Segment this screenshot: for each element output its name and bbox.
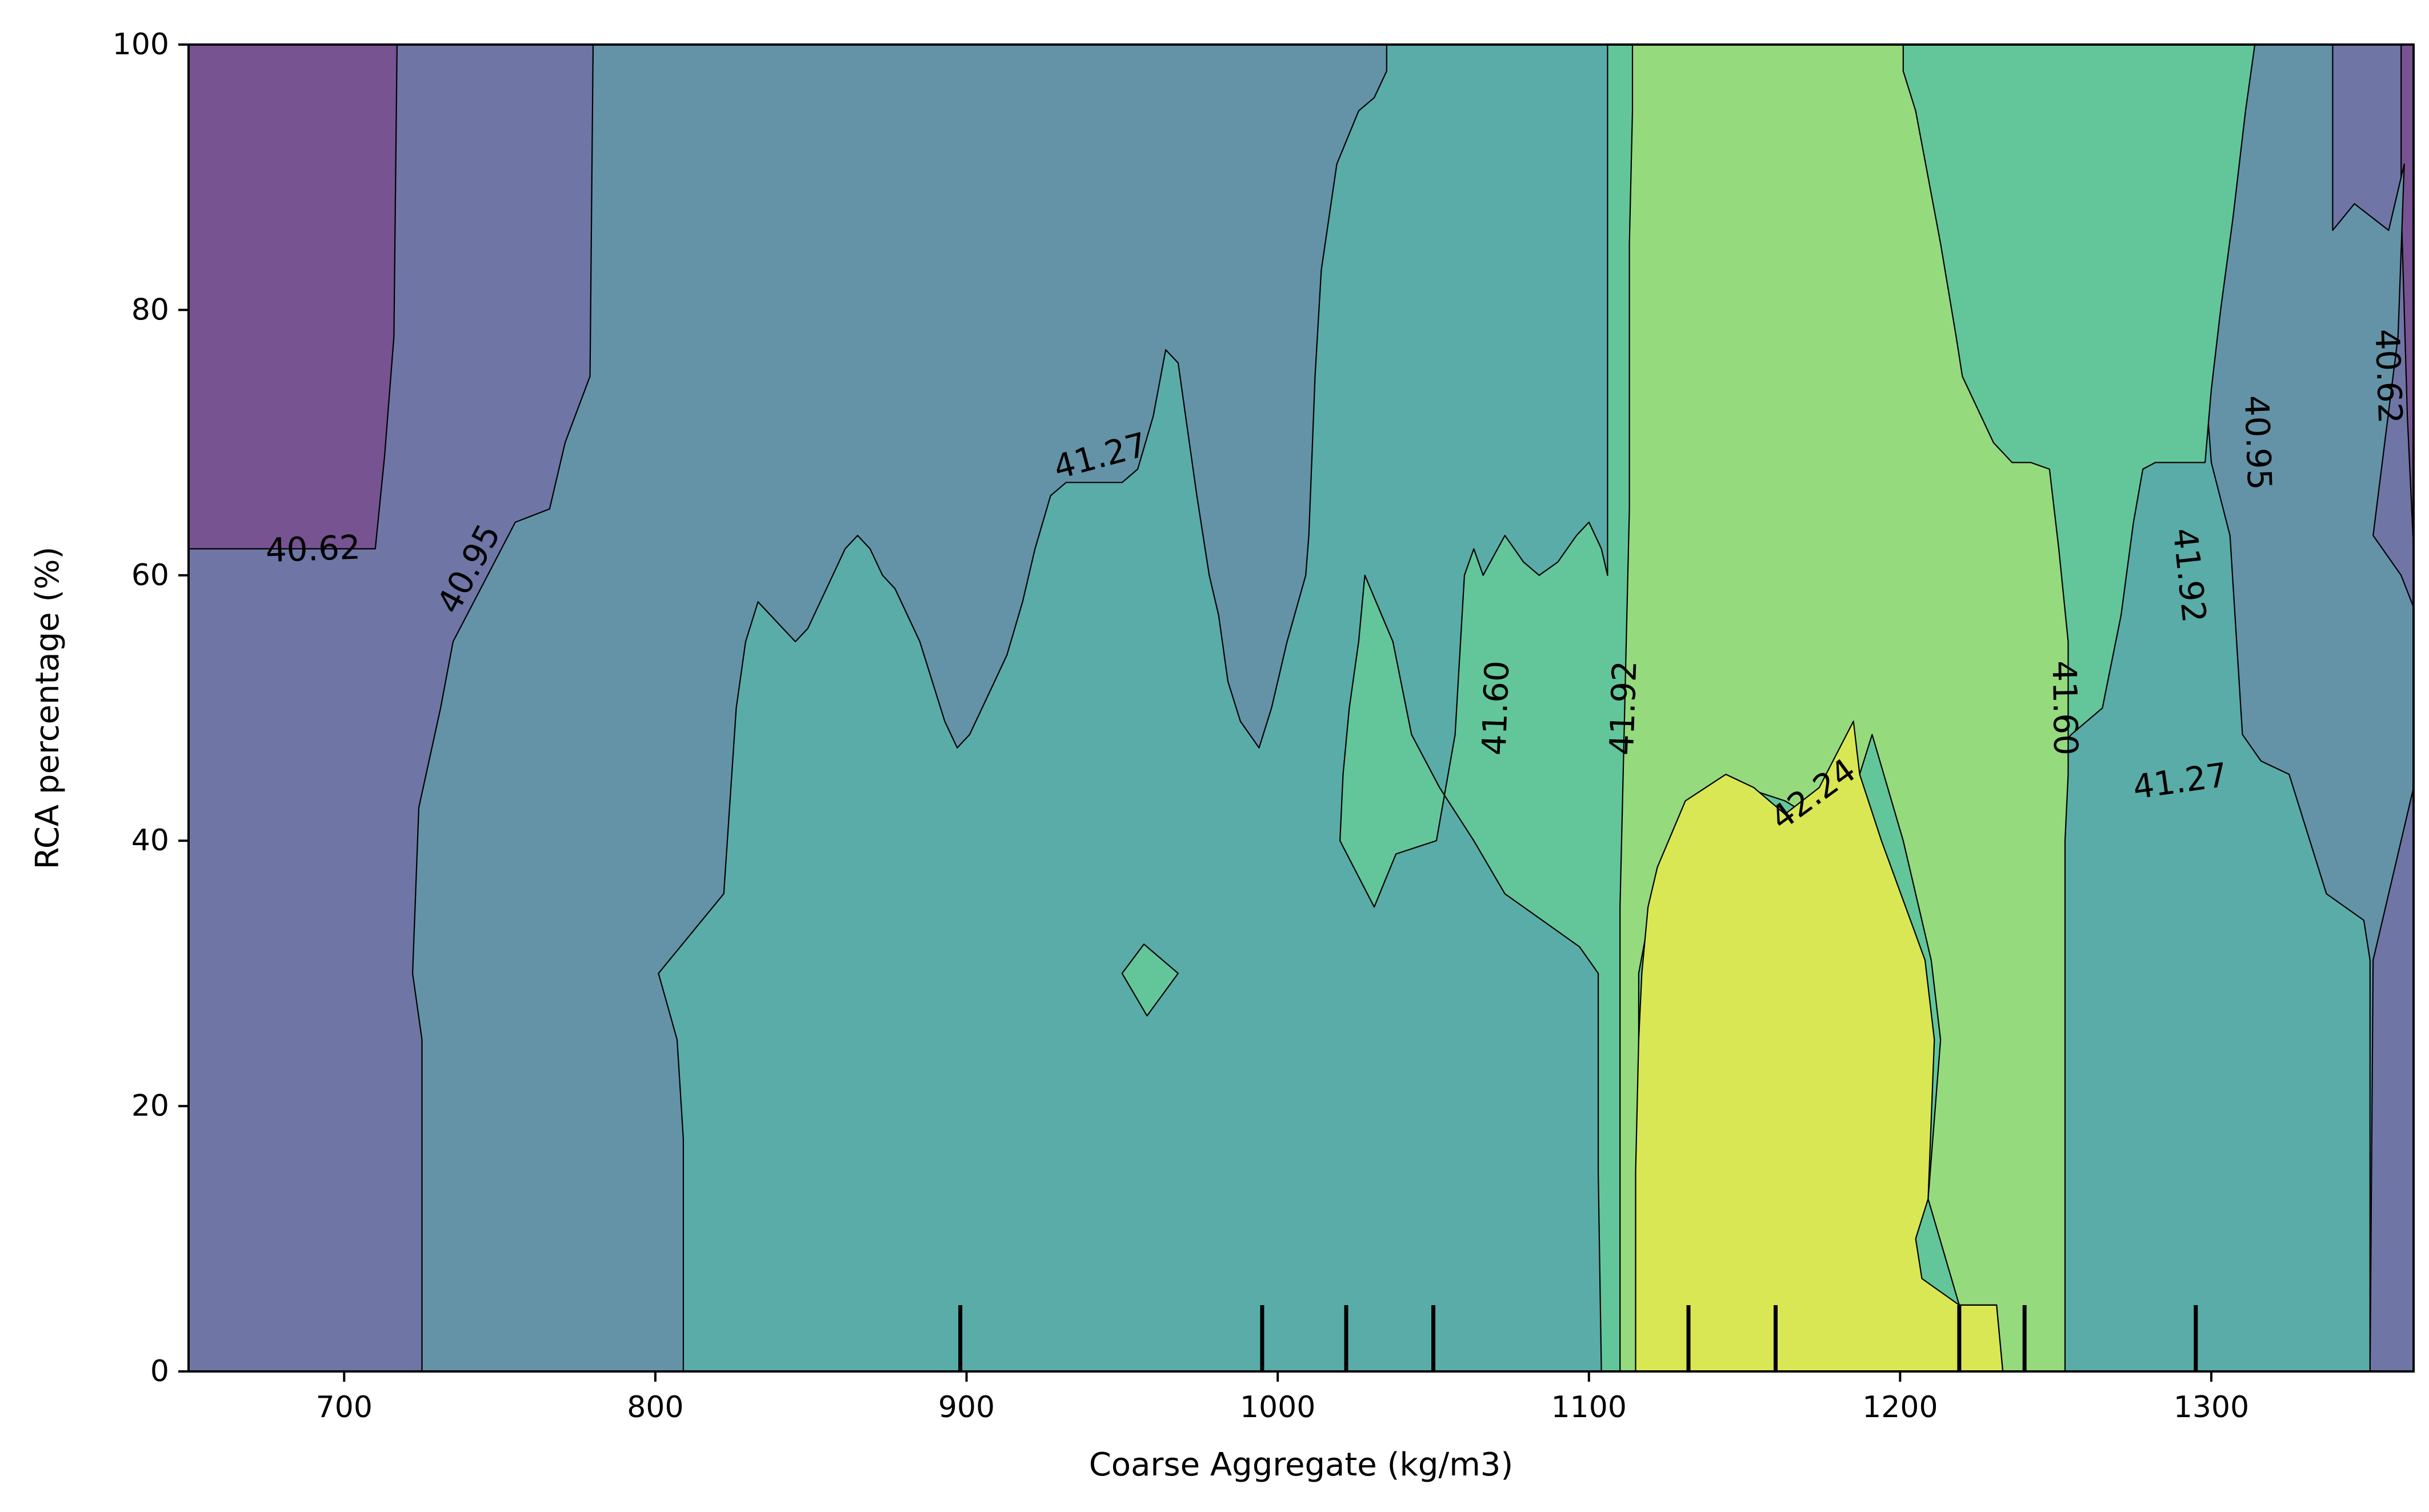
plot-area xyxy=(189,45,2414,1371)
y-tick-label: 40 xyxy=(131,823,169,858)
region-level-0-topleft xyxy=(189,45,398,550)
x-tick-label: 800 xyxy=(627,1390,683,1425)
x-tick-label: 1200 xyxy=(1862,1390,1938,1425)
x-axis-label: Coarse Aggregate (kg/m3) xyxy=(1089,1446,1514,1483)
contour-label: 41.60 xyxy=(1475,660,1517,756)
x-tick-label: 1100 xyxy=(1551,1390,1627,1425)
x-tick-label: 1300 xyxy=(2174,1390,2249,1425)
region-level-6 xyxy=(1635,721,2004,1371)
contour-label: 40.62 xyxy=(2368,328,2410,424)
y-tick-label: 60 xyxy=(131,558,169,593)
x-tick-label: 900 xyxy=(938,1390,995,1425)
y-tick-label: 0 xyxy=(150,1354,169,1389)
y-axis: 0 20 40 60 80 100 xyxy=(113,27,189,1389)
y-tick-label: 80 xyxy=(131,293,169,327)
contour-label: 40.95 xyxy=(2237,394,2279,490)
contour-label: 40.62 xyxy=(265,528,361,570)
plot-frame xyxy=(187,43,2415,1373)
rug-marks xyxy=(958,1305,2198,1371)
contour-label: 41.92 xyxy=(1602,660,1644,756)
x-tick-label: 1000 xyxy=(1240,1390,1315,1425)
y-tick-label: 20 xyxy=(131,1089,169,1123)
region-level-5 xyxy=(1619,45,2069,1371)
y-tick-label: 100 xyxy=(113,27,169,62)
contour-label: 41.60 xyxy=(2045,660,2086,755)
x-axis: 700 800 900 1000 1100 1200 1300 xyxy=(316,1371,2249,1425)
y-axis-label: RCA percentage (%) xyxy=(29,547,66,870)
x-tick-label: 700 xyxy=(316,1390,373,1425)
region-diamond xyxy=(1121,943,1179,1017)
